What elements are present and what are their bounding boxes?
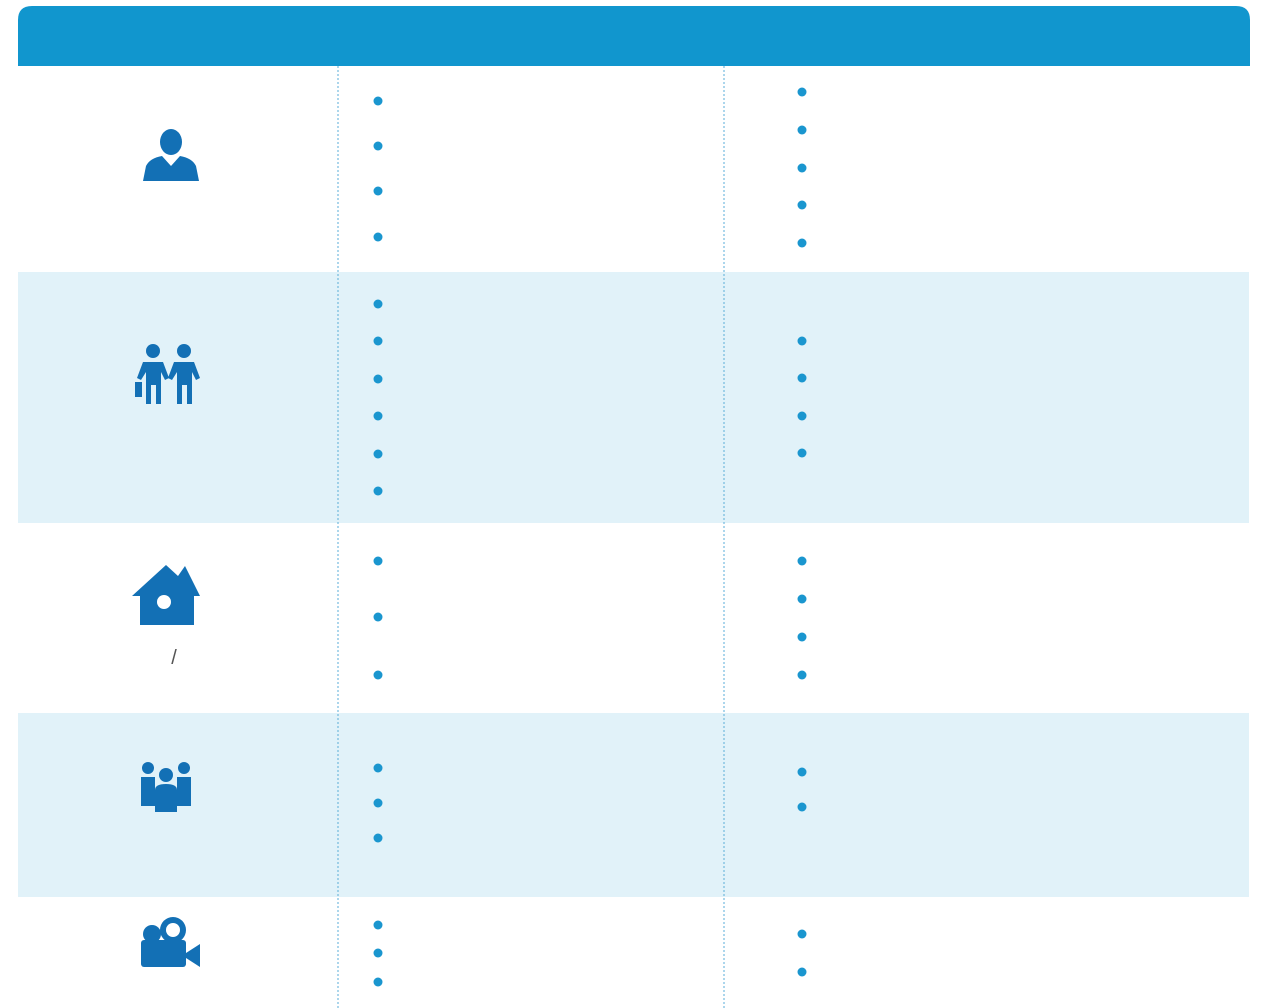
bullet [373, 449, 383, 459]
bullet [797, 163, 807, 173]
bullet [797, 594, 807, 604]
bullet [797, 448, 807, 458]
bullet [373, 920, 383, 930]
bullet [797, 556, 807, 566]
bullet [797, 238, 807, 248]
bullet [373, 96, 383, 106]
bullet [797, 87, 807, 97]
bullet [373, 186, 383, 196]
camera-icon [141, 917, 200, 967]
bullet [797, 967, 807, 977]
bullet [373, 374, 383, 384]
row-band [18, 272, 1249, 523]
bullet [797, 802, 807, 812]
bullet [373, 948, 383, 958]
bullet [373, 411, 383, 421]
header-bar [18, 6, 1250, 66]
house-icon [132, 565, 200, 625]
bullet [797, 670, 807, 680]
bullets [373, 87, 807, 987]
bullet [373, 798, 383, 808]
bullet [373, 232, 383, 242]
bullet [373, 977, 383, 987]
bullet [797, 200, 807, 210]
row-band [18, 713, 1249, 897]
bullet [373, 670, 383, 680]
bullet [373, 833, 383, 843]
bullet [797, 336, 807, 346]
bullet [373, 763, 383, 773]
bullet [373, 612, 383, 622]
bullet [797, 767, 807, 777]
bullet [797, 632, 807, 642]
partners-icon [135, 344, 200, 404]
group-icon [141, 762, 191, 812]
bullet [373, 336, 383, 346]
bullet [797, 373, 807, 383]
bullet [373, 299, 383, 309]
bullet [373, 486, 383, 496]
bullet [373, 141, 383, 151]
bullet [373, 556, 383, 566]
bullet [797, 929, 807, 939]
bullet [797, 125, 807, 135]
bullet [797, 411, 807, 421]
caption: / [171, 647, 177, 669]
person-icon [143, 129, 199, 181]
